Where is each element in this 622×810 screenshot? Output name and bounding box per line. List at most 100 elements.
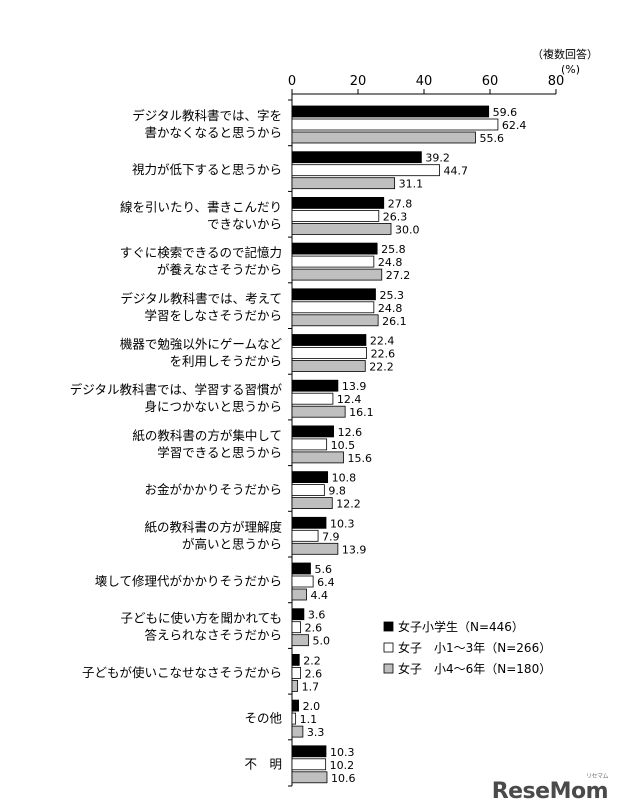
x-tick-label-4: 80 [548, 74, 565, 89]
value-label-7-0: 12.6 [338, 426, 363, 439]
value-label-6-1: 12.4 [337, 393, 362, 406]
category-label-0-1: 書かなくなると思うから [144, 125, 282, 140]
bar-1-0 [291, 151, 422, 164]
bar-10-2 [291, 588, 307, 601]
bar-14-1 [291, 758, 327, 771]
legend-swatch-1 [383, 642, 394, 653]
value-label-10-0: 5.6 [314, 563, 332, 576]
value-label-5-0: 22.4 [370, 335, 395, 348]
bar-9-2 [291, 542, 339, 555]
value-label-1-1: 44.7 [444, 165, 469, 178]
category-label-7-0: 紙の教科書の方が集中して [132, 428, 282, 443]
value-label-0-0: 59.6 [493, 106, 518, 119]
bar-14-0 [291, 745, 327, 758]
category-label-10-0: 壊して修理代がかかりそうだから [95, 574, 282, 589]
x-tick-label-1: 20 [350, 74, 367, 89]
value-label-9-0: 10.3 [330, 517, 355, 530]
value-label-10-2: 4.4 [311, 589, 329, 602]
legend-swatch-0 [383, 621, 394, 632]
unit-note: （複数回答） [532, 47, 598, 61]
value-label-12-2: 1.7 [302, 680, 320, 693]
value-label-3-0: 25.8 [381, 243, 406, 256]
category-label-4-0: デジタル教科書では、考えて [120, 291, 282, 306]
value-label-2-1: 26.3 [383, 210, 408, 223]
category-label-11-1: 答えられなさそうだから [144, 628, 282, 643]
value-label-13-0: 2.0 [303, 700, 321, 713]
bar-6-0 [291, 379, 339, 392]
category-label-7-1: 学習できると思うから [157, 445, 282, 460]
bar-9-1 [291, 529, 319, 542]
category-label-9-0: 紙の教科書の方が理解度 [144, 519, 282, 534]
resemom-logo: ReseMom リセマム [491, 773, 609, 804]
value-label-8-0: 10.8 [332, 472, 357, 485]
category-label-11-0: 子どもに使い方を聞かれても [120, 611, 282, 626]
category-label-3-0: すぐに検索できるので記憶力 [120, 245, 282, 260]
bar-12-2 [291, 680, 299, 692]
bar-5-1 [291, 347, 367, 359]
value-label-11-1: 2.6 [305, 622, 323, 635]
bar-0-0 [291, 105, 490, 118]
bar-12-0 [291, 654, 300, 666]
value-label-14-2: 10.6 [331, 772, 356, 785]
value-label-2-0: 27.8 [388, 197, 413, 210]
category-label-2-1: できないから [207, 216, 282, 231]
bar-3-1 [291, 255, 375, 268]
bar-13-2 [291, 725, 304, 738]
value-label-10-1: 6.4 [317, 576, 335, 589]
bar-1-1 [291, 164, 440, 177]
bar-0-1 [291, 118, 499, 131]
value-label-0-2: 55.6 [479, 132, 504, 145]
bar-12-1 [291, 667, 301, 679]
bar-8-2 [291, 497, 333, 510]
category-label-5-1: を利用しそうだから [169, 354, 282, 369]
value-label-12-0: 2.2 [303, 654, 321, 667]
value-label-13-2: 3.3 [307, 726, 325, 739]
bar-4-0 [291, 288, 376, 301]
bar-9-0 [291, 516, 327, 529]
bar-4-2 [291, 314, 379, 327]
bar-11-2 [291, 634, 309, 647]
value-label-5-1: 22.6 [371, 348, 396, 361]
bar-2-1 [291, 209, 380, 222]
bar-13-0 [291, 699, 299, 712]
category-label-9-1: が高いと思うから [182, 536, 282, 551]
bar-4-1 [291, 301, 375, 314]
logo-subtext: リセマム [585, 773, 609, 780]
value-label-7-1: 10.5 [331, 439, 356, 452]
legend-label-2: 女子 小4～6年（N=180） [398, 661, 551, 676]
value-label-1-0: 39.2 [425, 152, 450, 165]
value-label-7-2: 15.6 [347, 452, 372, 465]
value-label-6-2: 16.1 [349, 406, 374, 419]
bar-14-2 [291, 771, 328, 784]
value-label-4-0: 25.3 [379, 289, 404, 302]
value-label-13-1: 1.1 [300, 713, 318, 726]
category-label-13-0: その他 [244, 711, 282, 726]
category-label-1-0: 視力が低下すると思うから [132, 162, 282, 177]
category-label-6-1: 身につかないと思うから [144, 399, 282, 414]
category-label-14-0: 不 明 [244, 756, 282, 771]
legend-swatch-2 [383, 663, 394, 674]
x-tick-label-2: 40 [416, 74, 433, 89]
bar-7-1 [291, 438, 328, 451]
unit-label: (%) [561, 63, 580, 76]
logo-text: ReseMom [491, 779, 609, 804]
value-label-0-1: 62.4 [502, 119, 527, 132]
value-label-5-2: 22.2 [369, 361, 394, 374]
category-label-4-1: 学習をしなさそうだから [144, 308, 282, 323]
category-label-2-0: 線を引いたり、書きこんだり [120, 199, 282, 214]
value-label-8-2: 12.2 [336, 498, 361, 511]
bar-3-0 [291, 242, 378, 255]
value-label-6-0: 13.9 [342, 380, 367, 393]
category-label-0-0: デジタル教科書では、字を [132, 108, 282, 123]
value-label-11-0: 3.6 [308, 609, 326, 622]
legend-label-0: 女子小学生（N=446） [398, 619, 524, 634]
value-label-4-1: 24.8 [378, 302, 403, 315]
bar-5-0 [291, 334, 367, 346]
category-label-3-1: が養えなさそうだから [157, 262, 282, 277]
value-label-14-0: 10.3 [330, 746, 355, 759]
category-label-8-0: お金がかかりそうだから [144, 482, 282, 497]
bar-11-0 [291, 608, 305, 621]
bar-10-0 [291, 562, 311, 575]
bar-10-1 [291, 575, 314, 588]
